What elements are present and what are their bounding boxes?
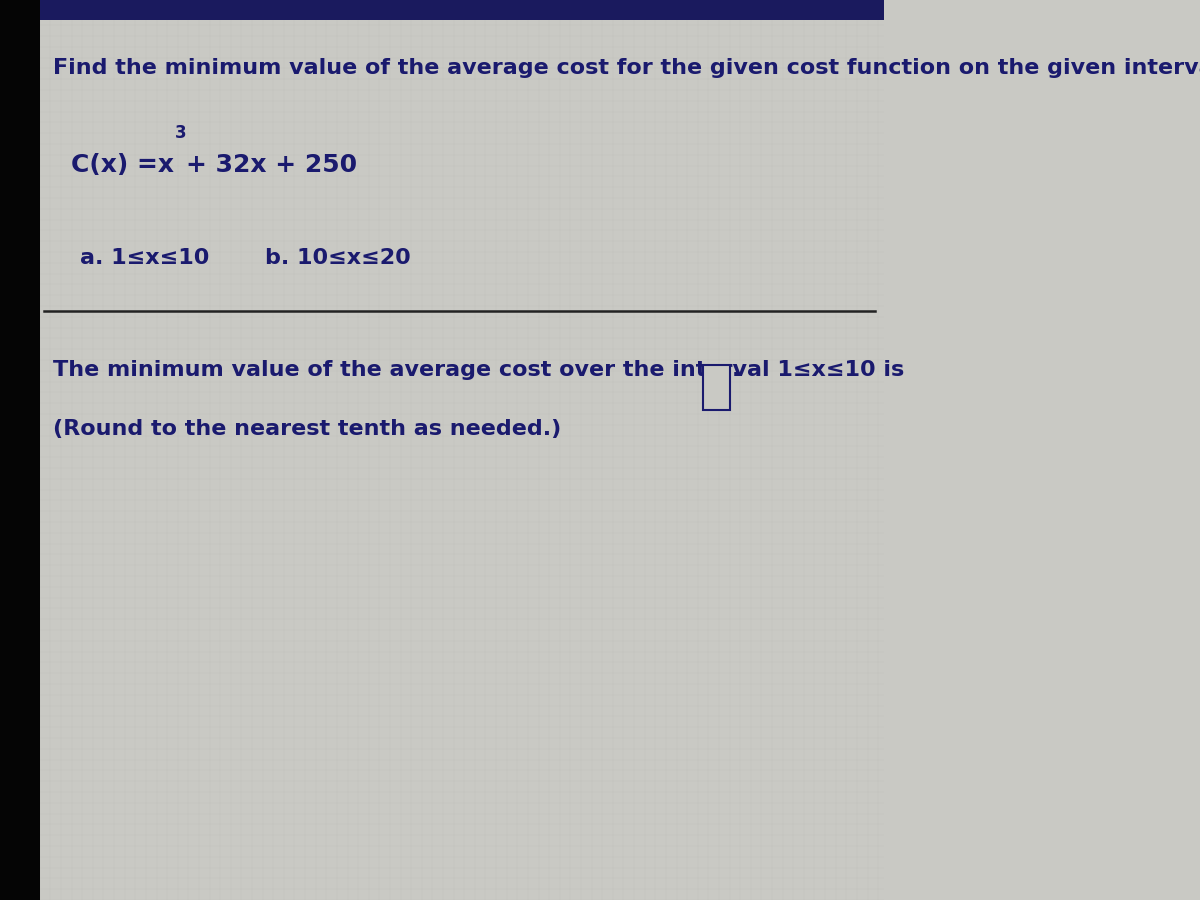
- Text: Find the minimum value of the average cost for the given cost function on the gi: Find the minimum value of the average co…: [53, 58, 1200, 78]
- Text: 3: 3: [175, 124, 187, 142]
- Text: b. 10≤x≤20: b. 10≤x≤20: [265, 248, 412, 267]
- Text: C(x) =x: C(x) =x: [71, 153, 174, 177]
- Text: The minimum value of the average cost over the interval 1≤x≤10 is: The minimum value of the average cost ov…: [53, 360, 912, 380]
- Text: a. 1≤x≤10: a. 1≤x≤10: [79, 248, 209, 267]
- Bar: [703, 364, 730, 410]
- Bar: [0, 0, 40, 900]
- Text: + 32x + 250: + 32x + 250: [186, 153, 356, 177]
- Bar: [0, 0, 884, 20]
- Text: .: .: [732, 360, 740, 380]
- Text: (Round to the nearest tenth as needed.): (Round to the nearest tenth as needed.): [53, 418, 562, 438]
